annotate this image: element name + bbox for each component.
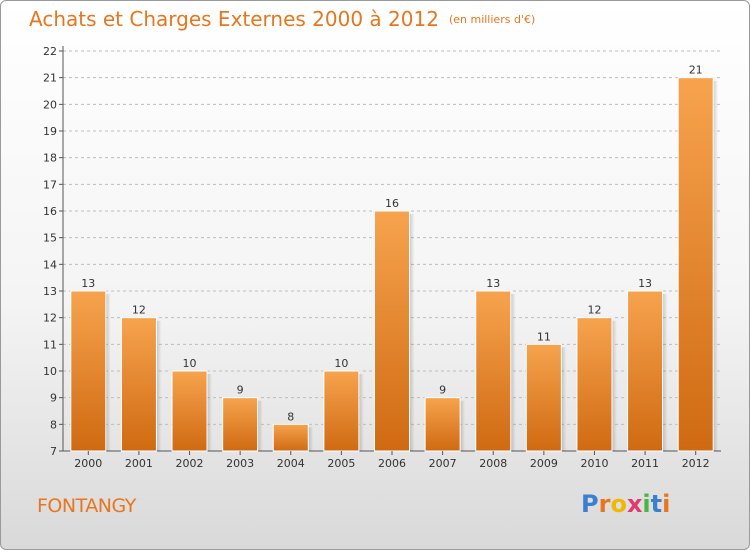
bar-value-label: 11 xyxy=(537,330,551,343)
bar-value-label: 9 xyxy=(439,384,446,397)
bar xyxy=(222,397,259,452)
proxiti-logo: Proxiti xyxy=(581,490,670,518)
y-tick-label: 10 xyxy=(43,365,57,378)
y-tick-label: 15 xyxy=(43,232,57,245)
y-tick-label: 12 xyxy=(43,312,57,325)
y-tick-label: 22 xyxy=(43,45,57,58)
bar-shadow xyxy=(207,374,213,451)
bar-shadow xyxy=(460,400,466,451)
x-tick-label: 2012 xyxy=(682,457,710,470)
y-tick-label: 11 xyxy=(43,338,57,351)
bar-shadow xyxy=(561,347,567,451)
chart-title: Achats et Charges Externes 2000 à 2012 (e… xyxy=(29,7,535,31)
y-tick-label: 18 xyxy=(43,152,57,165)
bar-shadow xyxy=(156,320,162,451)
x-tick-label: 2005 xyxy=(327,457,355,470)
bar-shadow xyxy=(358,374,364,451)
bar xyxy=(677,77,714,452)
y-tick-label: 13 xyxy=(43,285,57,298)
bar-shadow xyxy=(713,80,719,452)
bar-value-label: 8 xyxy=(287,410,294,423)
x-tick-label: 2008 xyxy=(479,457,507,470)
bar-shadow xyxy=(662,294,668,451)
bar-value-label: 12 xyxy=(587,304,601,317)
bar-value-label: 10 xyxy=(183,357,197,370)
y-tick-label: 16 xyxy=(43,205,57,218)
logo-letter: P xyxy=(581,490,599,518)
bar xyxy=(171,370,208,452)
bar-value-label: 12 xyxy=(132,304,146,317)
logo-letter: i xyxy=(642,490,651,518)
bar-value-label: 21 xyxy=(689,64,703,77)
y-tick-label: 7 xyxy=(50,445,57,458)
x-tick-label: 2011 xyxy=(631,457,659,470)
bar-value-label: 9 xyxy=(237,384,244,397)
x-tick-label: 2000 xyxy=(74,457,102,470)
bar xyxy=(627,290,664,452)
x-tick-label: 2010 xyxy=(580,457,608,470)
bar-value-label: 13 xyxy=(638,277,652,290)
bar-value-label: 16 xyxy=(385,197,399,210)
x-tick-label: 2009 xyxy=(530,457,558,470)
bar xyxy=(70,290,107,452)
bar-value-label: 13 xyxy=(486,277,500,290)
y-tick-label: 8 xyxy=(50,418,57,431)
bar-shadow xyxy=(257,400,263,451)
bar-shadow xyxy=(105,294,111,451)
x-tick-label: 2007 xyxy=(429,457,457,470)
x-tick-label: 2003 xyxy=(226,457,254,470)
logo-letter: r xyxy=(598,490,611,518)
y-tick-label: 9 xyxy=(50,392,57,405)
bar xyxy=(374,210,410,452)
y-tick-label: 17 xyxy=(43,178,57,191)
y-tick-label: 21 xyxy=(43,72,57,85)
x-tick-label: 2006 xyxy=(378,457,406,470)
logo-letter: o xyxy=(610,490,627,518)
logo-letter: i xyxy=(662,490,671,518)
bar xyxy=(120,317,157,452)
x-tick-label: 2001 xyxy=(125,457,153,470)
y-tick-label: 14 xyxy=(43,258,57,271)
bar-shadow xyxy=(308,427,314,451)
y-tick-label: 19 xyxy=(43,125,57,138)
bar-value-label: 10 xyxy=(334,357,348,370)
x-tick-label: 2004 xyxy=(277,457,305,470)
logo-letter: t xyxy=(650,490,663,518)
chart-unit: (en milliers d'€) xyxy=(448,13,536,26)
bar xyxy=(525,343,562,452)
logo-letter: x xyxy=(626,490,643,518)
chart-title-text: Achats et Charges Externes 2000 à 2012 xyxy=(29,7,439,31)
bar-value-label: 13 xyxy=(81,277,95,290)
bar-shadow xyxy=(611,320,617,451)
bar xyxy=(424,397,461,452)
bar xyxy=(576,317,613,452)
town-name: FONTANGY xyxy=(37,495,136,517)
y-tick-label: 20 xyxy=(43,98,57,111)
bar xyxy=(475,290,512,452)
x-tick-label: 2002 xyxy=(176,457,204,470)
bar-shadow xyxy=(510,294,516,451)
bar xyxy=(323,370,360,452)
bar xyxy=(272,423,309,452)
bar-shadow xyxy=(409,214,415,451)
